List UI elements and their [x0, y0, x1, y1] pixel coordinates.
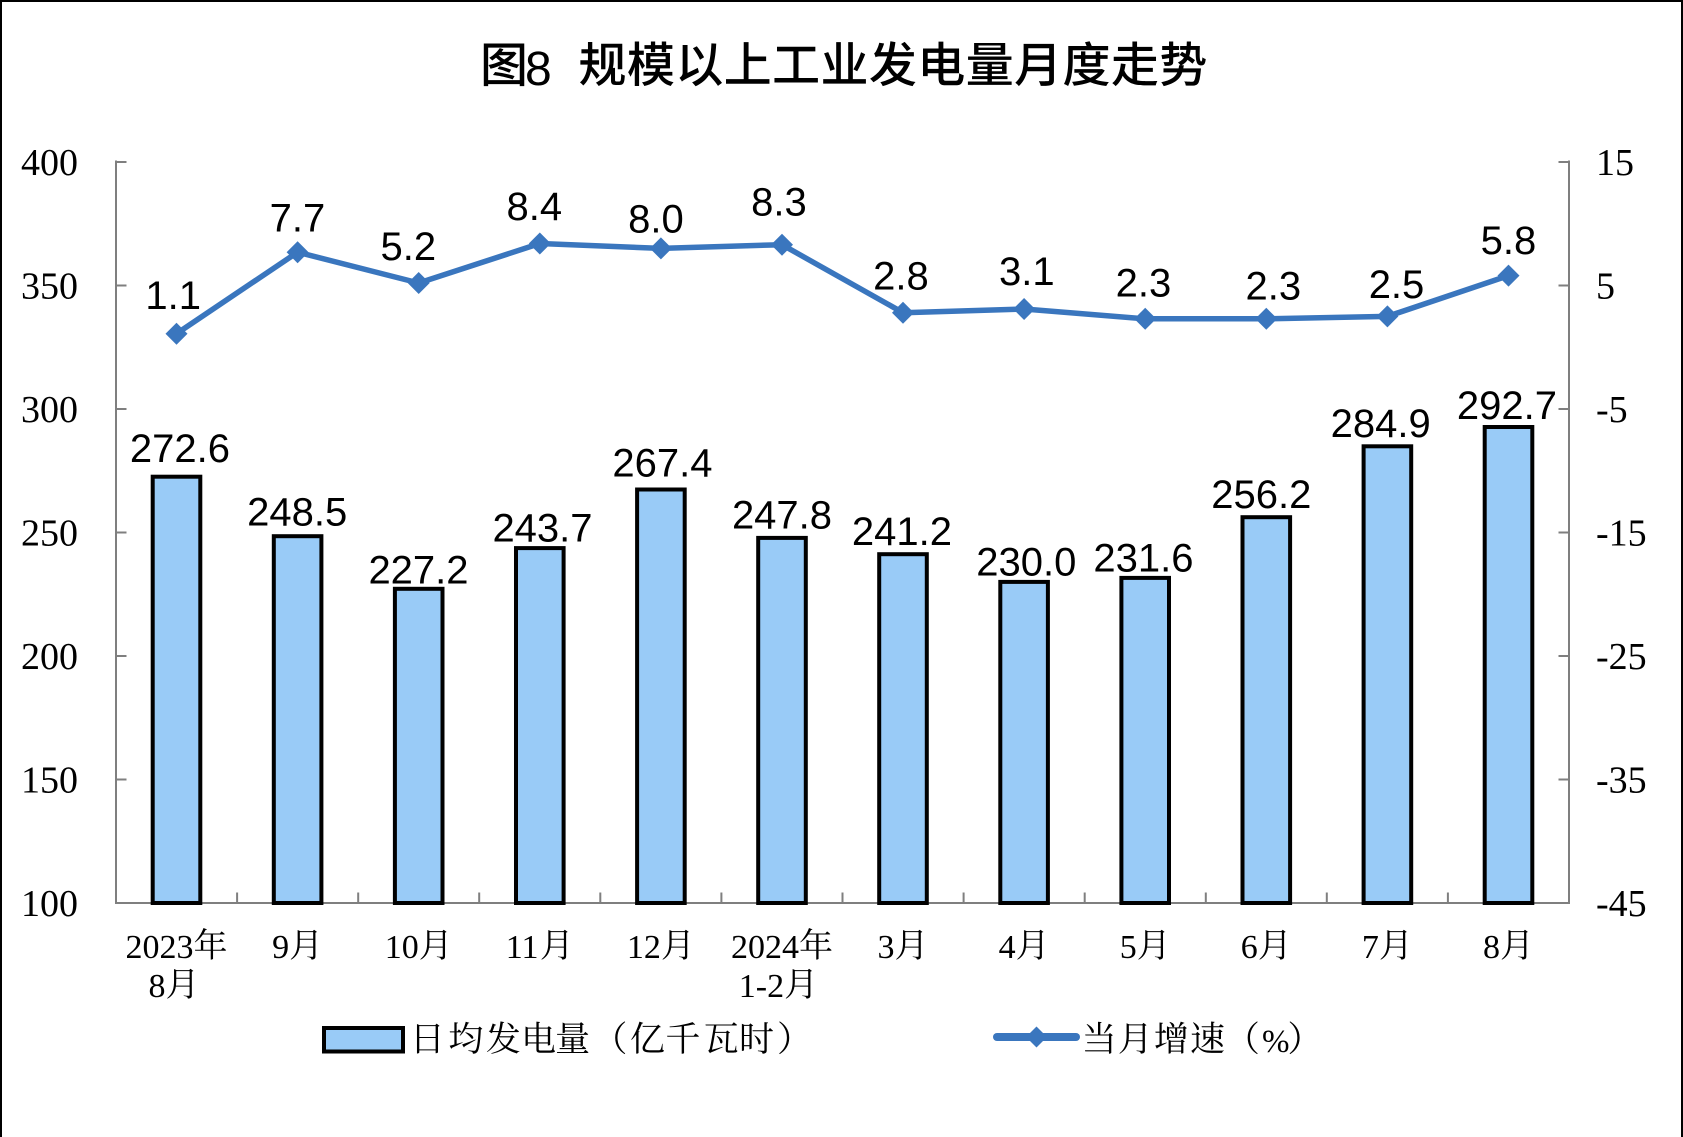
- svg-text:15: 15: [1596, 142, 1634, 184]
- svg-text:-15: -15: [1596, 513, 1647, 555]
- svg-text:241.2: 241.2: [852, 510, 952, 554]
- svg-text:272.6: 272.6: [130, 427, 230, 471]
- svg-text:7.7: 7.7: [270, 196, 326, 240]
- svg-text:-35: -35: [1596, 760, 1647, 802]
- svg-text:2.8: 2.8: [873, 254, 929, 298]
- svg-text:231.6: 231.6: [1093, 537, 1193, 581]
- svg-text:12: 12: [627, 929, 661, 966]
- svg-text:5.8: 5.8: [1481, 219, 1537, 263]
- svg-text:5.2: 5.2: [380, 225, 436, 269]
- svg-text:3.1: 3.1: [999, 250, 1055, 294]
- svg-text:%: %: [1262, 1024, 1290, 1060]
- svg-text:284.9: 284.9: [1331, 402, 1431, 446]
- svg-text:4: 4: [999, 929, 1016, 966]
- svg-text:2024: 2024: [731, 929, 799, 966]
- svg-text:2.3: 2.3: [1116, 261, 1172, 305]
- svg-text:8: 8: [525, 43, 552, 96]
- svg-text:1.1: 1.1: [145, 274, 201, 318]
- svg-text:10: 10: [385, 929, 419, 966]
- svg-text:150: 150: [21, 760, 78, 802]
- svg-text:-5: -5: [1596, 389, 1628, 431]
- svg-text:300: 300: [21, 389, 78, 431]
- svg-text:230.0: 230.0: [976, 541, 1076, 585]
- svg-text:200: 200: [21, 636, 78, 678]
- svg-text:5: 5: [1120, 929, 1137, 966]
- svg-text:-25: -25: [1596, 636, 1647, 678]
- svg-text:247.8: 247.8: [732, 493, 832, 537]
- svg-text:400: 400: [21, 142, 78, 184]
- svg-text:292.7: 292.7: [1457, 384, 1557, 428]
- svg-text:1-2: 1-2: [739, 968, 784, 1005]
- svg-text:248.5: 248.5: [247, 490, 347, 534]
- svg-text:256.2: 256.2: [1211, 473, 1311, 517]
- svg-text:5: 5: [1596, 266, 1615, 308]
- svg-text:2023: 2023: [126, 929, 194, 966]
- svg-text:243.7: 243.7: [492, 507, 592, 551]
- svg-text:6: 6: [1241, 929, 1258, 966]
- svg-text:8.0: 8.0: [628, 198, 684, 242]
- svg-text:3: 3: [878, 929, 895, 966]
- svg-text:227.2: 227.2: [368, 549, 468, 593]
- svg-text:267.4: 267.4: [612, 442, 712, 486]
- svg-text:350: 350: [21, 266, 78, 308]
- svg-text:2.5: 2.5: [1369, 263, 1425, 307]
- svg-text:11: 11: [506, 929, 539, 966]
- svg-text:8: 8: [1483, 929, 1500, 966]
- svg-text:100: 100: [21, 883, 78, 925]
- svg-text:7: 7: [1362, 929, 1379, 966]
- svg-text:-45: -45: [1596, 883, 1647, 925]
- svg-text:2.3: 2.3: [1245, 265, 1301, 309]
- svg-text:8: 8: [149, 968, 166, 1005]
- svg-text:8.4: 8.4: [506, 185, 562, 229]
- svg-text:8.3: 8.3: [751, 180, 807, 224]
- svg-text:250: 250: [21, 513, 78, 555]
- svg-text:9: 9: [272, 929, 289, 966]
